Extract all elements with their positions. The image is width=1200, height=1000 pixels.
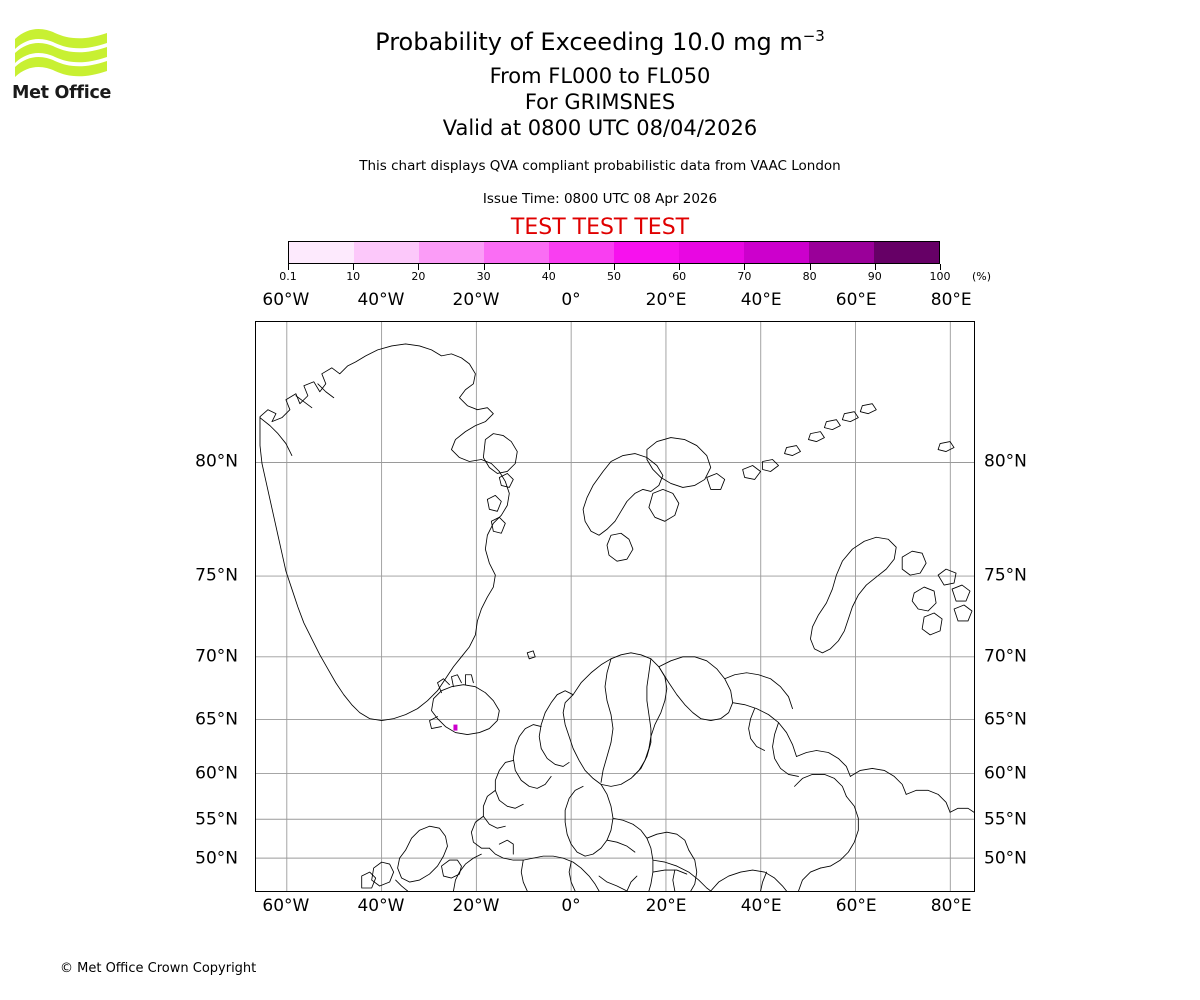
- latitude-label-left-6: 50°N: [195, 848, 238, 869]
- longitude-label-bot-6: 60°E: [835, 896, 877, 916]
- source-location-marker: [453, 724, 458, 731]
- colorbar-ticks: [288, 264, 941, 272]
- copyright-notice: © Met Office Crown Copyright: [60, 961, 257, 976]
- colorbar-swatch-2: [419, 242, 484, 263]
- colorbar-tick-label-1: 10: [346, 270, 361, 283]
- colorbar-swatch-4: [549, 242, 614, 263]
- latitude-label-right-3: 65°N: [984, 709, 1027, 730]
- longitude-label-bot-0: 60°W: [262, 896, 310, 916]
- latitude-label-left-3: 65°N: [195, 709, 238, 730]
- latitude-label-right-2: 70°N: [984, 646, 1027, 667]
- longitude-label-top-6: 60°E: [835, 290, 877, 310]
- colorbar-tick-2: [418, 264, 420, 270]
- colorbar-tick-9: [874, 264, 876, 270]
- colorbar-swatch-3: [484, 242, 549, 263]
- longitude-label-top-2: 20°W: [452, 290, 500, 310]
- colorbar-unit-label: (%): [972, 270, 992, 283]
- volcano-name-subtitle: For GRIMSNES: [524, 90, 676, 114]
- colorbar-tick-7: [744, 264, 746, 270]
- page-title: Probability of Exceeding 10.0 mg m−3: [0, 27, 1200, 57]
- colorbar-tick-label-8: 80: [802, 270, 817, 283]
- longitude-label-top-3: 0°: [561, 290, 581, 310]
- longitude-label-top-4: 20°E: [645, 290, 687, 310]
- met-office-waves-icon: [15, 29, 107, 77]
- longitude-label-bot-7: 80°E: [930, 896, 972, 916]
- latitude-label-left-4: 60°N: [195, 763, 238, 784]
- colorbar-tick-4: [548, 264, 550, 270]
- colorbar-tick-label-6: 60: [672, 270, 687, 283]
- longitude-label-top-5: 40°E: [740, 290, 782, 310]
- colorbar-swatch-7: [744, 242, 809, 263]
- longitude-label-bot-1: 40°W: [357, 896, 405, 916]
- map-plot-area: [255, 321, 975, 892]
- test-banner: TEST TEST TEST: [510, 215, 690, 240]
- longitude-label-bot-3: 0°: [561, 896, 581, 916]
- qva-note: This chart displays QVA compliant probab…: [359, 158, 841, 174]
- colorbar-tick-label-9: 90: [867, 270, 882, 283]
- met-office-logo: Met Office: [12, 25, 112, 113]
- colorbar-tick-label-3: 30: [476, 270, 491, 283]
- longitude-label-top-7: 80°E: [930, 290, 972, 310]
- colorbar-tick-0: [288, 264, 289, 270]
- colorbar-tick-10: [940, 264, 941, 270]
- latitude-label-left-0: 80°N: [195, 451, 238, 472]
- latitude-label-left-2: 70°N: [195, 646, 238, 667]
- page-title-exponent: −3: [802, 27, 825, 45]
- colorbar-tick-1: [353, 264, 355, 270]
- issue-time-label: Issue Time: 0800 UTC 08 Apr 2026: [482, 191, 718, 207]
- longitude-label-bot-5: 40°E: [740, 896, 782, 916]
- colorbar-tick-label-7: 70: [737, 270, 752, 283]
- latitude-label-left-5: 55°N: [195, 809, 238, 830]
- longitude-label-top-0: 60°W: [262, 290, 310, 310]
- latitude-label-right-4: 60°N: [984, 763, 1027, 784]
- latitude-label-right-0: 80°N: [984, 451, 1027, 472]
- colorbar-tick-label-5: 50: [607, 270, 621, 283]
- colorbar-swatch-1: [354, 242, 419, 263]
- valid-time-subtitle: Valid at 0800 UTC 08/04/2026: [442, 116, 758, 140]
- colorbar-tick-5: [614, 264, 615, 270]
- longitude-label-top-1: 40°W: [357, 290, 405, 310]
- latitude-label-right-1: 75°N: [984, 565, 1027, 586]
- colorbar-tick-labels: 0.1 10 20 30 40 50 60 70 80 90 100: [279, 270, 950, 286]
- longitude-label-bot-2: 20°W: [452, 896, 500, 916]
- map-canvas: [256, 322, 974, 891]
- latitude-label-left-1: 75°N: [195, 565, 238, 586]
- colorbar-tick-6: [679, 264, 681, 270]
- colorbar-tick-label-10: 100: [929, 270, 951, 283]
- latitude-label-right-5: 55°N: [984, 809, 1027, 830]
- colorbar-tick-label-0: 0.1: [279, 270, 297, 283]
- met-office-wordmark: Met Office: [12, 83, 112, 103]
- probability-colorbar: 0.1 10 20 30 40 50 60 70 80 90 100: [279, 241, 951, 283]
- colorbar-swatch-0: [289, 242, 354, 263]
- colorbar-tick-label-4: 40: [541, 270, 556, 283]
- colorbar-swatch-8: [809, 242, 874, 263]
- colorbar-swatch-6: [679, 242, 744, 263]
- colorbar-tick-3: [483, 264, 485, 270]
- colorbar-tick-label-2: 20: [411, 270, 426, 283]
- grimsnes-source-pixel: [453, 724, 458, 731]
- colorbar-swatch-5: [614, 242, 679, 263]
- map-gridlines: [256, 322, 974, 891]
- map-coastlines: [259, 343, 974, 891]
- colorbar-tick-8: [809, 264, 811, 270]
- latitude-label-right-6: 50°N: [984, 848, 1027, 869]
- page-title-text: Probability of Exceeding 10.0 mg m: [375, 28, 803, 56]
- colorbar-swatches: [288, 241, 940, 264]
- colorbar-swatch-9: [874, 242, 939, 263]
- longitude-label-bot-4: 20°E: [645, 896, 687, 916]
- flight-level-subtitle: From FL000 to FL050: [489, 64, 711, 88]
